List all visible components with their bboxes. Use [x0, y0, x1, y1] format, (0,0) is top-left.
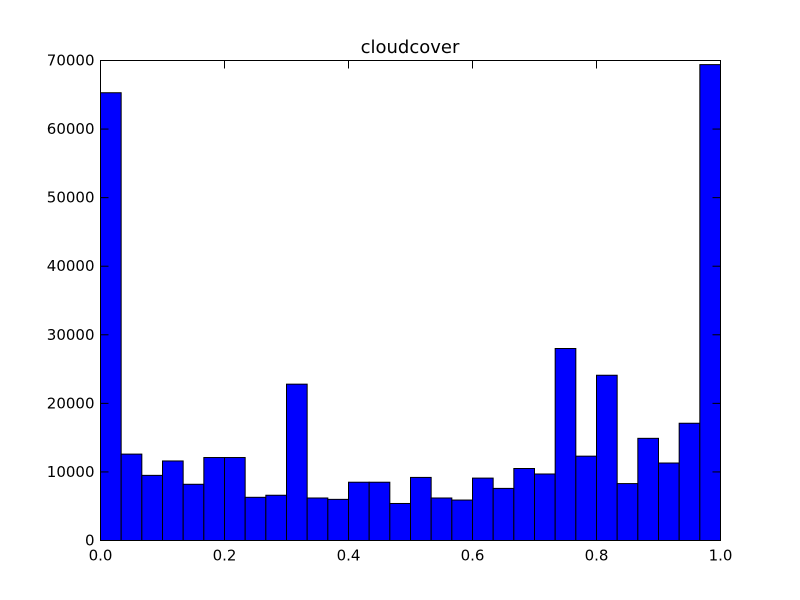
histogram-bar	[534, 473, 556, 541]
histogram-bar	[637, 437, 659, 542]
y-tick-label: 20000	[47, 394, 95, 412]
x-tick-label: 0.8	[585, 547, 609, 565]
histogram-bar	[616, 483, 639, 542]
histogram-bar	[162, 460, 184, 542]
histogram-bar	[368, 481, 391, 542]
histogram-bar	[430, 497, 453, 542]
histogram-bar	[389, 502, 412, 542]
histogram-bar	[678, 422, 701, 541]
histogram-bar	[327, 498, 350, 542]
histogram-bar	[120, 453, 143, 542]
histogram-bar	[224, 457, 246, 541]
histogram-bar	[492, 487, 515, 541]
x-tick-label: 0.4	[337, 547, 361, 565]
histogram-bar	[451, 499, 474, 541]
histogram-bar	[306, 497, 329, 542]
x-tick-label: 0.2	[213, 547, 237, 565]
histogram-bar	[472, 477, 494, 542]
y-tick-label: 30000	[47, 326, 95, 344]
plot-frame	[100, 60, 721, 541]
histogram-bar	[513, 468, 535, 541]
histogram-bar	[182, 483, 205, 541]
histogram-bar	[554, 348, 577, 541]
y-tick-label: 40000	[47, 257, 95, 275]
y-tick-label: 10000	[47, 463, 95, 481]
y-tick-label: 60000	[47, 120, 95, 138]
histogram-bar	[699, 64, 721, 541]
x-axis: 0.0 0.2 0.4 0.6 0.8 1.0	[89, 60, 733, 565]
x-tick-label: 1.0	[709, 547, 733, 565]
histogram-bar	[100, 92, 122, 541]
bars-group	[100, 64, 721, 542]
histogram-bar	[141, 474, 163, 542]
chart-title: cloudcover	[361, 37, 460, 58]
histogram-bar	[410, 476, 432, 541]
histogram-bar	[203, 457, 225, 541]
histogram-bar	[244, 496, 267, 541]
y-tick-label: 70000	[47, 52, 95, 70]
histogram-bar	[596, 374, 618, 541]
histogram-bar	[286, 383, 308, 541]
x-tick-label: 0.6	[461, 547, 485, 565]
histogram-bar	[575, 455, 597, 541]
y-tick-label: 0	[85, 532, 95, 550]
histogram-bar	[658, 462, 680, 541]
y-tick-label: 50000	[47, 189, 95, 207]
histogram-bar	[265, 494, 288, 541]
histogram-bar	[348, 481, 370, 542]
x-tick-label: 0.0	[89, 547, 113, 565]
